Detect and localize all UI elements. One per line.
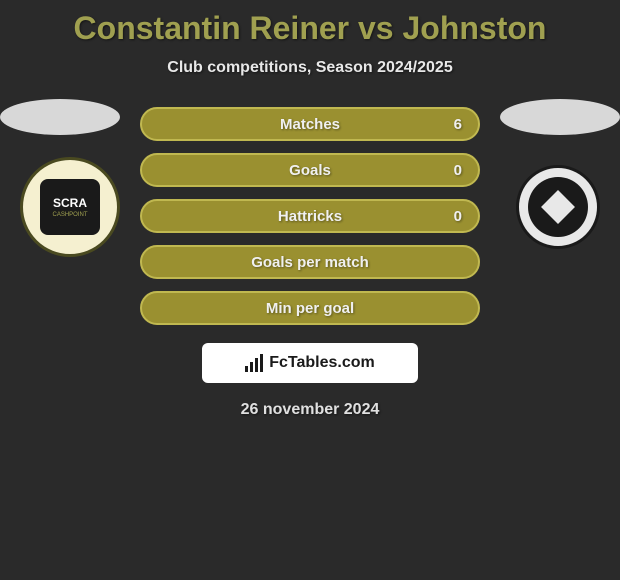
stat-row-goals: Goals 0 — [140, 153, 480, 187]
player-right-oval — [500, 99, 620, 135]
stats-container: Matches 6 Goals 0 Hattricks 0 Goals per … — [140, 107, 480, 325]
stat-label: Goals — [289, 162, 331, 179]
stat-label: Min per goal — [266, 300, 354, 317]
stat-value-right: 0 — [454, 162, 462, 179]
club-logo-right-shape — [541, 190, 575, 224]
stat-row-matches: Matches 6 — [140, 107, 480, 141]
player-left-oval — [0, 99, 120, 135]
stat-row-goals-per-match: Goals per match — [140, 245, 480, 279]
stat-row-min-per-goal: Min per goal — [140, 291, 480, 325]
club-logo-left: SCRA CASHPOINT — [20, 157, 120, 257]
stat-value-right: 6 — [454, 116, 462, 133]
comparison-subtitle: Club competitions, Season 2024/2025 — [0, 59, 620, 77]
comparison-date: 26 november 2024 — [0, 401, 620, 419]
club-logo-left-text: SCRA — [53, 196, 87, 210]
club-logo-right-inner — [528, 177, 588, 237]
brand-chart-icon — [245, 354, 263, 372]
club-logo-left-subtext: CASHPOINT — [52, 212, 87, 218]
stat-row-hattricks: Hattricks 0 — [140, 199, 480, 233]
content-area: SCRA CASHPOINT Matches 6 Goals 0 Hattric… — [0, 107, 620, 419]
brand-box: FcTables.com — [202, 343, 418, 383]
club-logo-left-inner: SCRA CASHPOINT — [40, 179, 100, 235]
club-logo-right — [516, 165, 600, 249]
stat-label: Hattricks — [278, 208, 342, 225]
comparison-title: Constantin Reiner vs Johnston — [0, 0, 620, 47]
brand-text: FcTables.com — [269, 354, 375, 372]
stat-label: Matches — [280, 116, 340, 133]
stat-value-right: 0 — [454, 208, 462, 225]
stat-label: Goals per match — [251, 254, 369, 271]
